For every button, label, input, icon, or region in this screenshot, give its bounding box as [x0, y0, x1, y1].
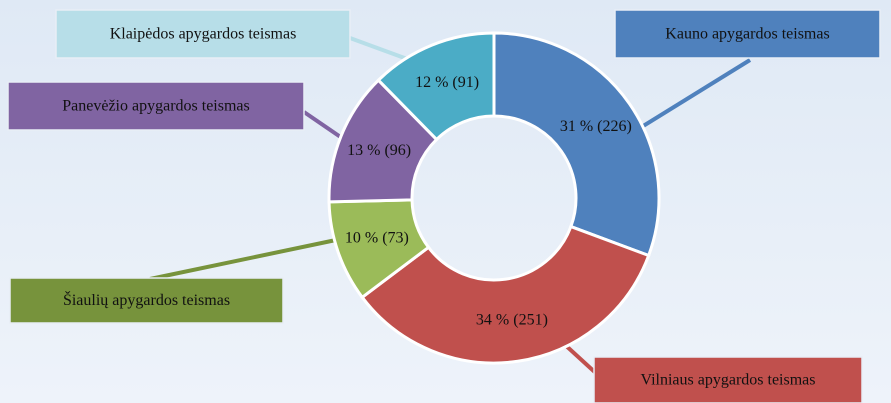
donut-slice	[492, 31, 661, 258]
callout-box	[593, 356, 863, 403]
callout-label: Šiaulių apygardos teismas	[63, 290, 230, 309]
donut-slice	[376, 31, 496, 142]
leader-line	[561, 341, 600, 377]
leader-lines	[149, 36, 752, 377]
donut-slice	[360, 224, 651, 365]
callout-box	[55, 9, 351, 59]
callout-label: Kauno apygardos teismas	[665, 26, 829, 43]
callout-box	[7, 81, 305, 131]
data-label: 31 % (226)	[560, 118, 632, 135]
data-label: 12 % (91)	[415, 74, 479, 91]
callout-label: Vilniaus apygardos teismas	[640, 372, 815, 389]
callout-box	[614, 9, 881, 59]
callout-label: Panevėžio apygardos teismas	[62, 98, 250, 115]
leader-line	[302, 110, 344, 140]
leader-line	[349, 36, 411, 62]
data-label: 34 % (251)	[476, 311, 548, 328]
leader-line	[638, 58, 752, 130]
callout-box	[9, 277, 284, 324]
data-label: 10 % (73)	[345, 229, 409, 246]
leader-line	[149, 238, 337, 281]
callout-label: Klaipėdos apygardos teismas	[110, 26, 297, 43]
data-label: 13 % (96)	[347, 142, 411, 159]
